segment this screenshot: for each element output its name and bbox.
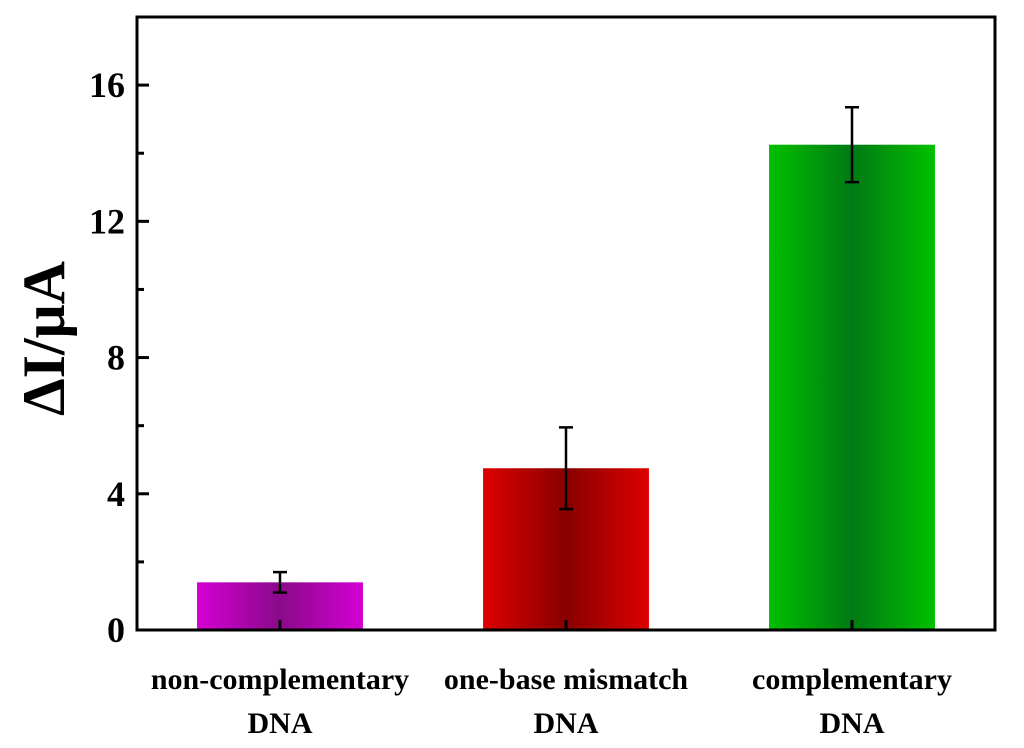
y-tick-label-0: 0 (107, 610, 125, 650)
y-tick-label-2: 8 (107, 338, 125, 378)
y-tick-label-4: 16 (89, 65, 125, 105)
x-category-label-line2-2: DNA (820, 707, 885, 740)
x-category-label-line2-1: DNA (534, 707, 599, 740)
y-axis-title: ΔI/μA (11, 261, 77, 416)
x-category-label-line2-0: DNA (248, 707, 313, 740)
bars-layer (197, 144, 935, 631)
x-category-label-line1-0: non-complementary (151, 663, 409, 696)
y-tick-label-3: 12 (89, 201, 125, 241)
y-tick-label-1: 4 (107, 474, 125, 514)
axis-ticks-layer (137, 15, 854, 632)
error-bar-2 (845, 105, 859, 184)
error-bars-layer (273, 105, 859, 594)
bar-2 (769, 144, 935, 631)
error-bar-1 (559, 426, 573, 511)
x-category-label-line1-1: one-base mismatch (444, 663, 688, 696)
y-tick-labels: 0 4 8 12 16 (89, 65, 125, 650)
x-category-label-line1-2: complementary (752, 663, 952, 696)
error-bar-0 (273, 570, 287, 594)
x-category-labels: non-complementary DNA one-base mismatch DNA… (151, 663, 952, 740)
